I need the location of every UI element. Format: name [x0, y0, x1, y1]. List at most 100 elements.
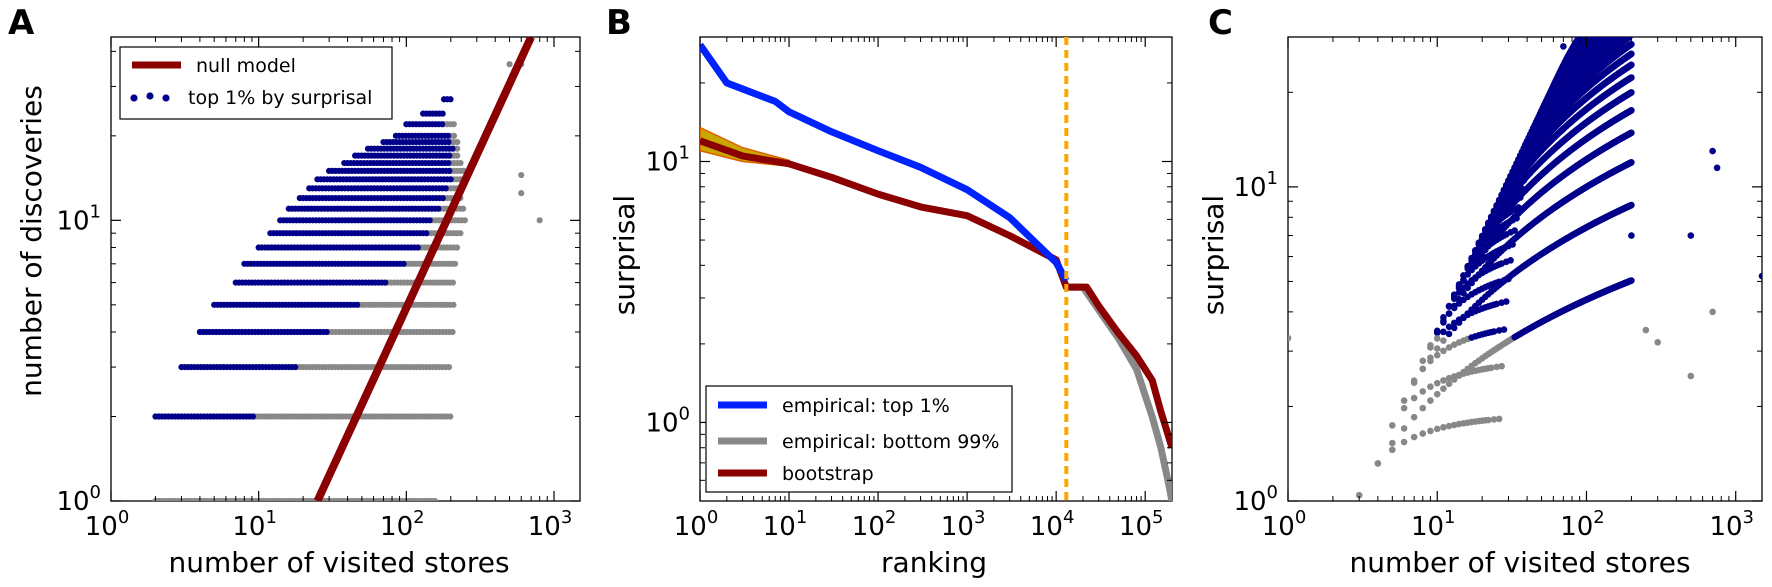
top-point-point [446, 152, 453, 159]
x-tick-label-a-0: 100 [85, 507, 130, 542]
bottom-point-point [431, 497, 438, 501]
top-point [1464, 271, 1472, 278]
top-point [1450, 295, 1458, 302]
top-point [1450, 319, 1458, 327]
top-point [1628, 107, 1635, 114]
bottom-point [1427, 344, 1434, 351]
legend-box-a [119, 46, 393, 120]
x-axis-label-c: number of visited stores [1349, 546, 1690, 579]
x-tick-label-b-2: 102 [852, 507, 897, 542]
bottom-point-point [461, 217, 468, 224]
top-point [1440, 328, 1447, 336]
top-point [1628, 159, 1635, 166]
top-point [1608, 37, 1615, 41]
plot-frame-b [699, 36, 1173, 502]
bottom-point-point [457, 159, 464, 167]
legend-label-top: top 1% by surprisal [188, 87, 372, 109]
top-point [1758, 272, 1762, 280]
top-point-point [447, 96, 454, 103]
panel-letter-a: A [8, 3, 35, 43]
top-point-point [323, 328, 330, 336]
top-point [1511, 227, 1518, 234]
bottom-point [518, 190, 525, 197]
top-point-point [439, 195, 446, 202]
top-point [1455, 300, 1463, 307]
bottom-point [506, 61, 513, 68]
y-tick-label-c-0: 100 [1233, 482, 1278, 517]
bottom-point [1445, 344, 1453, 351]
x-tick-label-c-2: 102 [1560, 507, 1605, 542]
bottom-point [1400, 404, 1408, 412]
bottom-point [1419, 430, 1427, 437]
top-point [1445, 310, 1453, 317]
bottom-point [1400, 397, 1408, 404]
legend-swatch-top-dot-1 [130, 94, 138, 102]
top-point [1445, 330, 1453, 338]
bottom-point [1374, 460, 1382, 467]
legend-label-bootstrap: bootstrap [782, 463, 874, 485]
bottom-point [1440, 347, 1447, 355]
y-tick-label-a-0: 100 [56, 482, 101, 517]
top-point [1523, 162, 1531, 170]
top-point [1455, 289, 1463, 296]
y-tick-label-b-0: 100 [645, 403, 690, 438]
x-tick-label-c-3: 103 [1709, 507, 1754, 542]
bottom-point [1419, 388, 1427, 395]
bottom-point [1410, 433, 1418, 441]
top-point-point [435, 205, 442, 212]
plot-data-b [700, 37, 1172, 501]
top-point [1628, 201, 1635, 209]
bottom-point [1419, 404, 1427, 412]
bottom-point [1400, 438, 1408, 446]
bottom-point [1427, 383, 1434, 391]
ticks-a: 100 101 102 103 100 101 [56, 37, 580, 542]
top-point [1515, 204, 1522, 211]
bottom-point [1400, 425, 1408, 432]
bottom-point [1419, 357, 1427, 365]
top-point [1522, 169, 1529, 177]
ticks-b: 100 101 102 103 104 105 100 101 [645, 37, 1172, 542]
panel-b: 100 101 102 103 104 105 100 101 ranking surpris… [608, 36, 1173, 579]
bottom-point-point [449, 328, 456, 336]
bottom-point [1433, 345, 1441, 352]
top-point [1490, 328, 1498, 335]
panel-c: 100 101 102 103 100 101 number of visited sto… [1197, 36, 1763, 579]
x-tick-label-b-3: 103 [941, 507, 986, 542]
plot-data-a [152, 37, 543, 501]
top-point [1445, 323, 1453, 331]
bottom-point [1445, 422, 1453, 430]
bottom-point [1427, 397, 1434, 404]
bottom-point [1427, 357, 1434, 365]
x-tick-label-b-0: 100 [674, 507, 719, 542]
bottom-point [1355, 491, 1363, 499]
top-point-point [382, 279, 389, 286]
bottom-point [1445, 374, 1453, 382]
top-point [1628, 232, 1635, 239]
top-point [1450, 324, 1458, 332]
top-point-point [445, 159, 452, 167]
bottom-point [1440, 385, 1447, 392]
panel-letter-c: C [1208, 3, 1233, 43]
y-axis-label-c: surprisal [1197, 195, 1230, 315]
bottom-point [1389, 439, 1396, 447]
top-point [1628, 129, 1635, 137]
top-point [1628, 40, 1635, 48]
top-point-point [446, 167, 453, 175]
bottom-point-point [450, 301, 457, 308]
top-point [1687, 232, 1695, 239]
top-point [1628, 277, 1635, 284]
bottom-point [1687, 372, 1695, 380]
bottom-point [1389, 446, 1396, 454]
top-1-line [700, 42, 1070, 283]
bottom-point [1427, 427, 1434, 435]
top-point-point [292, 363, 299, 371]
x-axis-label-b: ranking [881, 546, 987, 579]
top-point [1628, 50, 1635, 58]
top-point-point [423, 230, 430, 237]
top-point-point [354, 301, 361, 308]
bottom-point [1493, 363, 1500, 371]
bottom-point [1440, 337, 1447, 344]
x-tick-label-b-4: 104 [1030, 507, 1075, 542]
top-point-point [249, 413, 257, 420]
top-point [1526, 150, 1534, 157]
